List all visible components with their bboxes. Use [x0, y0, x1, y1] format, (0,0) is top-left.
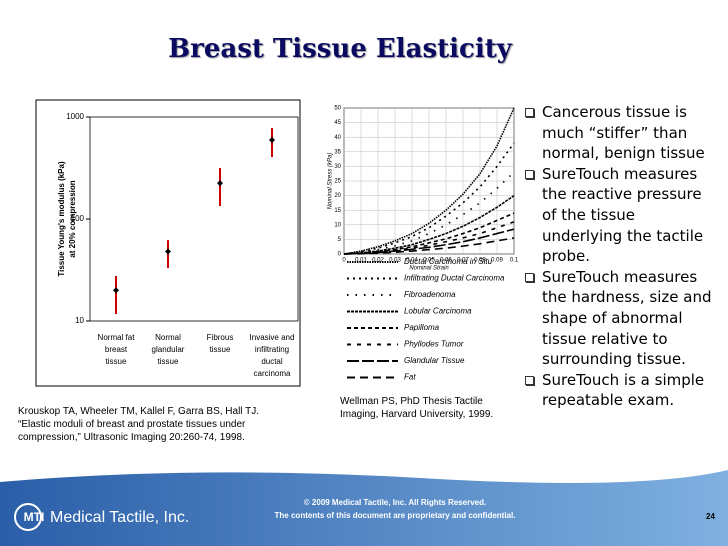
x-tick-label: 0.09	[491, 258, 503, 264]
x-tick-label: 0	[342, 258, 346, 264]
y-tick-label: 30	[334, 164, 341, 170]
x-tick-label: 0.1	[510, 258, 519, 264]
y-tick-label: 0	[338, 252, 342, 258]
y-axis-label: at 20% compression	[68, 180, 77, 257]
logo-mark	[14, 503, 42, 531]
legend-label: Phyllodes Tumor	[404, 340, 464, 349]
bullet: Cancerous tissue is much “stiffer” than …	[522, 102, 712, 164]
legend-label: Papilloma	[404, 323, 440, 332]
data-point	[113, 287, 119, 294]
x-tick-label: tissue	[158, 357, 179, 366]
copyright: © 2009 Medical Tactile, Inc. All Rights …	[304, 498, 486, 507]
series-line	[343, 142, 515, 255]
plot-area	[89, 116, 299, 322]
legend-label: Lobular Carcinoma	[404, 307, 472, 316]
y-axis-label: Tissue Young's modulus (kPa)	[57, 161, 66, 277]
x-tick-label: Invasive and	[250, 333, 295, 342]
x-tick-label: 0.06	[440, 258, 452, 264]
x-tick-label: breast	[105, 345, 128, 354]
x-tick-label: 0.08	[474, 258, 486, 264]
y-tick-label: 10	[334, 222, 341, 228]
x-tick-label: tissue	[210, 345, 231, 354]
legend-label: Infiltrating Ductal Carcinoma	[404, 274, 505, 283]
x-tick-label: 0.05	[423, 258, 435, 264]
x-tick-label: Normal	[155, 333, 181, 342]
x-tick-label: Fibrous	[207, 333, 234, 342]
x-tick-label: carcinoma	[254, 369, 291, 378]
bullet-list: Cancerous tissue is much “stiffer” than …	[522, 102, 712, 411]
y-axis-label: Nominal Stress (kPa)	[328, 153, 334, 210]
y-tick-label: 15	[334, 208, 341, 214]
y-tick-label: 35	[334, 149, 341, 155]
y-tick-label: 1000	[66, 112, 84, 121]
data-point	[165, 248, 171, 255]
slide-title: Breast Tissue Elasticity	[168, 34, 512, 64]
confidential: The contents of this document are propri…	[275, 511, 516, 520]
x-tick-label: glandular	[152, 345, 185, 354]
x-axis-label: Nominal Strain	[409, 266, 449, 272]
y-tick-label: 100	[71, 214, 85, 223]
chart-frame	[35, 99, 301, 387]
company-name: Medical Tactile, Inc.	[50, 509, 189, 526]
legend-label: Fat	[404, 373, 416, 382]
page-number: 24	[706, 512, 715, 521]
x-tick-label: 0.01	[355, 258, 367, 264]
legend-label: Fibroadenoma	[404, 290, 456, 299]
y-tick-label: 40	[334, 135, 341, 141]
citation: Krouskop TA, Wheeler TM, Kallel F, Garra…	[18, 406, 260, 443]
legend-label: Glandular Tissue	[404, 356, 465, 365]
y-tick-label: 25	[334, 179, 341, 185]
data-point	[269, 136, 275, 143]
x-tick-label: tissue	[106, 357, 127, 366]
logo-text: MTI	[24, 510, 45, 524]
data-point	[217, 180, 223, 187]
y-tick-label: 5	[338, 237, 342, 243]
series-line	[343, 221, 515, 255]
x-tick-label: 0.02	[372, 258, 384, 264]
series-line	[343, 212, 515, 255]
bullet: SureTouch measures the reactive pressure…	[522, 164, 712, 267]
y-tick-label: 10	[75, 316, 84, 325]
x-tick-label: 0.04	[406, 258, 418, 264]
series-line	[343, 107, 515, 255]
x-tick-label: Normal fat	[98, 333, 136, 342]
series-line	[343, 228, 515, 255]
y-tick-label: 45	[334, 120, 341, 126]
bullet: SureTouch is a simple repeatable exam.	[522, 370, 712, 411]
x-tick-label: 0.03	[389, 258, 401, 264]
x-tick-label: 0.07	[457, 258, 469, 264]
footer-band	[0, 470, 728, 546]
citation: Wellman PS, PhD Thesis Tactile Imaging, …	[340, 396, 494, 420]
legend-label: Ductal Carcinoma in Situ	[404, 257, 493, 266]
bullet: SureTouch measures the hardness, size an…	[522, 267, 712, 370]
x-tick-label: infiltrating	[255, 345, 289, 354]
x-tick-label: ductal	[261, 357, 283, 366]
y-tick-label: 20	[334, 193, 341, 199]
series-line	[343, 237, 515, 255]
y-tick-label: 50	[334, 106, 341, 112]
